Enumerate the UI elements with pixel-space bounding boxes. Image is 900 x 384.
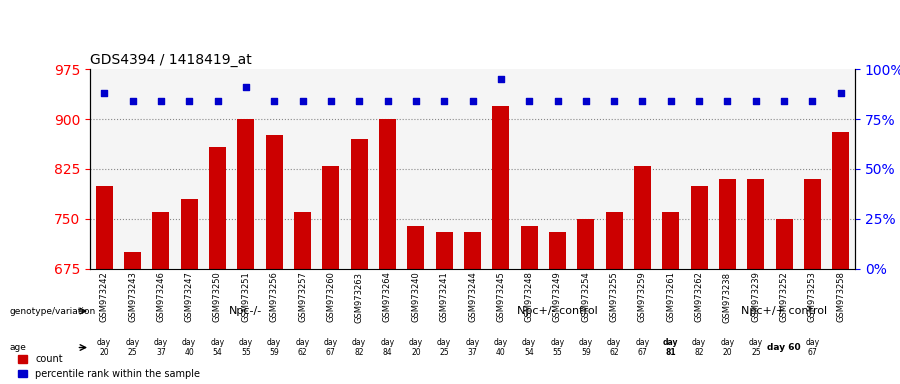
Text: GDS4394 / 1418419_at: GDS4394 / 1418419_at bbox=[90, 53, 252, 67]
Bar bbox=[436, 232, 453, 269]
Text: day
54: day 54 bbox=[522, 338, 536, 357]
Bar bbox=[634, 166, 651, 269]
Bar bbox=[322, 166, 339, 269]
Bar bbox=[776, 219, 793, 269]
Bar bbox=[209, 147, 226, 269]
Text: day
37: day 37 bbox=[465, 338, 480, 357]
Text: Npc+/+ control: Npc+/+ control bbox=[741, 306, 827, 316]
Text: day
25: day 25 bbox=[749, 338, 763, 357]
Point bbox=[522, 98, 536, 104]
Text: day
82: day 82 bbox=[352, 338, 366, 357]
Text: day
20: day 20 bbox=[97, 338, 112, 357]
Bar bbox=[832, 132, 850, 269]
Point bbox=[465, 98, 480, 104]
Point bbox=[97, 90, 112, 96]
Point bbox=[437, 98, 452, 104]
Bar bbox=[238, 119, 255, 269]
Bar bbox=[662, 212, 680, 269]
Text: day
55: day 55 bbox=[238, 338, 253, 357]
Text: day
59: day 59 bbox=[579, 338, 593, 357]
Text: day
20: day 20 bbox=[720, 338, 734, 357]
Point bbox=[267, 98, 282, 104]
Text: day
62: day 62 bbox=[608, 338, 621, 357]
Point bbox=[550, 98, 564, 104]
Text: day
81: day 81 bbox=[663, 338, 679, 357]
Text: day
59: day 59 bbox=[267, 338, 281, 357]
Point bbox=[295, 98, 310, 104]
Bar bbox=[408, 225, 424, 269]
Text: day 60: day 60 bbox=[768, 343, 801, 352]
Point bbox=[154, 98, 168, 104]
Point bbox=[749, 98, 763, 104]
Text: day
25: day 25 bbox=[437, 338, 451, 357]
Point bbox=[806, 98, 820, 104]
Bar bbox=[747, 179, 764, 269]
Text: Npc-/-: Npc-/- bbox=[230, 306, 263, 316]
Text: Npc+/- control: Npc+/- control bbox=[518, 306, 598, 316]
Legend: count, percentile rank within the sample: count, percentile rank within the sample bbox=[14, 350, 204, 383]
Bar bbox=[804, 179, 821, 269]
Point bbox=[663, 98, 678, 104]
Bar bbox=[521, 225, 537, 269]
Point bbox=[211, 98, 225, 104]
Text: day
25: day 25 bbox=[125, 338, 140, 357]
Bar bbox=[549, 232, 566, 269]
Bar bbox=[379, 119, 396, 269]
Text: day
67: day 67 bbox=[635, 338, 650, 357]
Point bbox=[833, 90, 848, 96]
Bar bbox=[690, 185, 707, 269]
Bar bbox=[606, 212, 623, 269]
Point bbox=[493, 76, 508, 82]
Text: day
67: day 67 bbox=[806, 338, 820, 357]
Point bbox=[777, 98, 791, 104]
Text: day
20: day 20 bbox=[409, 338, 423, 357]
Text: day
55: day 55 bbox=[551, 338, 564, 357]
Text: age: age bbox=[9, 343, 26, 352]
Bar bbox=[577, 219, 594, 269]
Text: day
37: day 37 bbox=[154, 338, 168, 357]
Bar bbox=[181, 199, 198, 269]
Bar bbox=[95, 185, 112, 269]
Text: genotype/variation: genotype/variation bbox=[9, 306, 95, 316]
Point bbox=[635, 98, 650, 104]
Point bbox=[238, 84, 253, 90]
Point bbox=[352, 98, 366, 104]
Text: day
54: day 54 bbox=[211, 338, 225, 357]
Text: day
62: day 62 bbox=[295, 338, 310, 357]
Text: day
40: day 40 bbox=[182, 338, 196, 357]
Point bbox=[579, 98, 593, 104]
Bar bbox=[719, 179, 736, 269]
Text: day
84: day 84 bbox=[381, 338, 394, 357]
Bar bbox=[266, 135, 283, 269]
Bar bbox=[294, 212, 311, 269]
Point bbox=[607, 98, 621, 104]
Text: day
40: day 40 bbox=[494, 338, 508, 357]
Point bbox=[720, 98, 734, 104]
Bar bbox=[124, 252, 141, 269]
Text: day
82: day 82 bbox=[692, 338, 706, 357]
Point bbox=[692, 98, 706, 104]
Point bbox=[381, 98, 395, 104]
Bar bbox=[464, 232, 481, 269]
Text: day
67: day 67 bbox=[324, 338, 338, 357]
Bar bbox=[152, 212, 169, 269]
Point bbox=[182, 98, 196, 104]
Bar bbox=[351, 139, 368, 269]
Point bbox=[125, 98, 140, 104]
Bar bbox=[492, 106, 509, 269]
Point bbox=[409, 98, 423, 104]
Point bbox=[324, 98, 338, 104]
